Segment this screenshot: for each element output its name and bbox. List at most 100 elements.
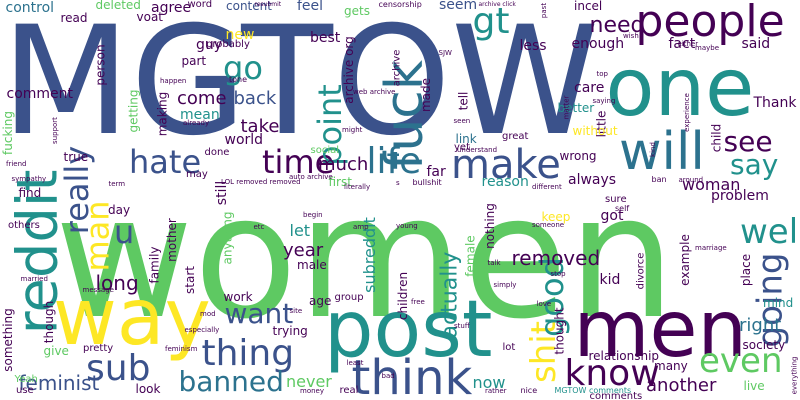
cloud-word-getting: getting [125,89,140,133]
cloud-word-saying: saying [592,96,616,105]
cloud-word-archive-click: archive click [478,1,516,8]
cloud-word-mgtow: MGTOW [1,0,600,169]
cloud-word-enough: enough [571,36,625,52]
cloud-word-children: children [396,271,411,321]
cloud-word-s: s [396,178,400,187]
cloud-word-people: people [635,0,785,47]
cloud-word-always: always [568,172,617,188]
cloud-word-thank: Thank [753,95,797,111]
cloud-word-control: control [5,0,55,16]
cloud-word-without: without [572,124,618,138]
cloud-word-read: read [60,11,88,25]
cloud-word-fact: fact [668,36,696,52]
cloud-word-especially: especially [184,325,220,334]
cloud-word-tone: tone [229,75,248,84]
cloud-word-well: well [740,212,800,252]
cloud-word-simply: simply [493,280,517,289]
cloud-word-gt: gt [472,1,510,42]
cloud-word-another: another [646,375,717,396]
cloud-word-come: come [177,88,227,109]
cloud-word-reason: reason [481,174,529,190]
cloud-word-something: something [0,308,15,372]
cloud-word-marriage: marriage [695,243,727,252]
cloud-word-archive: archive [390,49,402,87]
cloud-word-maybe: maybe [695,43,720,52]
cloud-word-either: either [677,39,699,48]
cloud-word-need: need [589,13,645,38]
cloud-word-mean: mean [180,107,220,123]
cloud-word-nothing: nothing [482,203,497,249]
cloud-word-talk: talk [487,258,501,267]
cloud-word-life: life [366,141,422,182]
cloud-word-someone: someone [532,220,565,229]
cloud-word-comments: comments [589,391,643,400]
cloud-word-anything: anything [219,211,234,265]
cloud-word-others: others [8,220,40,231]
cloud-word-lol-removed-removed: LOL removed removed [221,177,301,186]
cloud-word-much: much [318,154,369,175]
cloud-word-care: care [574,80,605,96]
cloud-word-sure: sure [605,194,627,205]
cloud-word-done: done [204,147,230,158]
cloud-word-place: place [739,253,754,287]
cloud-word-free: free [411,297,425,306]
cloud-word-real: real [339,385,359,396]
cloud-word-rather: rather [485,386,507,395]
cloud-word-sub: sub [86,348,151,389]
cloud-word-group: group [334,292,364,303]
cloud-word-site: site [289,306,303,315]
cloud-word-term: term [108,179,126,188]
cloud-word-word: word [187,0,213,10]
cloud-word-literally: literally [344,182,371,191]
cloud-word-back: back [233,88,277,109]
cloud-word-relationship: relationship [588,349,660,363]
cloud-word-find: find [18,186,42,200]
cloud-word-great: great [502,131,529,142]
cloud-word-u: u [114,213,135,251]
cloud-word-age: age [309,294,332,308]
cloud-word-message: message [82,285,114,294]
cloud-word-make: make [451,142,561,188]
cloud-word-use: use [16,385,34,396]
cloud-word-web-archive: web archive [353,87,396,96]
cloud-word-gets: gets [344,4,370,18]
cloud-word-think: think [351,350,473,400]
cloud-word-female: female [463,235,478,277]
cloud-word-past: past [539,2,548,18]
cloud-word-right: right [739,315,782,336]
cloud-word-censorship: censorship [378,0,422,9]
cloud-word-banned: banned [178,365,284,398]
cloud-word-removed: removed [511,246,601,270]
cloud-word-etc: etc [253,222,265,231]
cloud-word-live: live [743,379,765,393]
cloud-word-women: women [54,159,676,357]
cloud-word-feminist: feminist [18,371,100,395]
cloud-word-self: self [615,204,630,213]
cloud-word-fucking: fucking [0,111,15,155]
cloud-word-social: social [310,145,340,156]
cloud-word-know: know [564,353,660,394]
cloud-word-got: got [600,208,624,224]
cloud-word-made: made [419,77,434,113]
cloud-word-better: better [557,101,595,115]
cloud-word-incel: incel [574,0,603,13]
cloud-word-mother: mother [164,218,179,262]
cloud-word-mgtow-comments: MGTOW comments [554,386,632,395]
cloud-word-content: content [226,0,272,13]
cloud-word-different: different [532,182,562,191]
cloud-word-making: making [154,91,169,137]
cloud-word-way: way [53,273,211,363]
cloud-word-kind: kind [648,141,657,157]
cloud-word-start: start [182,266,197,294]
cloud-word-friend: friend [6,159,27,168]
cloud-word-family: family [147,246,162,284]
cloud-word-day: day [108,203,131,217]
cloud-word-comment: comment [6,86,74,102]
cloud-word-problem: problem [711,188,769,204]
cloud-word-hate: hate [129,143,202,181]
cloud-word-happen: happen [160,76,187,85]
cloud-word-even: even [699,341,783,381]
cloud-word-deleted: deleted [95,0,141,12]
cloud-word-lot: lot [502,342,516,353]
cloud-word-yeah: Yeah [14,374,38,385]
